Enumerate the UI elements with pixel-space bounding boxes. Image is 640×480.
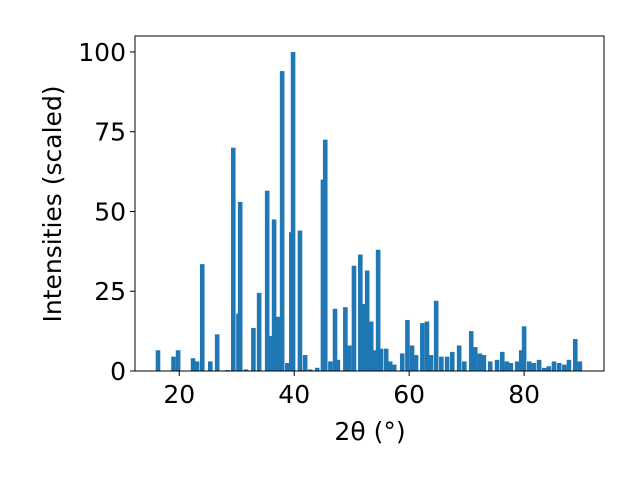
bar (368, 321, 374, 371)
bar (577, 361, 583, 371)
bar (285, 363, 290, 371)
bar (413, 355, 419, 371)
bar (409, 345, 415, 371)
bar (264, 190, 270, 371)
bar (472, 347, 478, 371)
bar (271, 219, 277, 371)
bar (494, 359, 500, 371)
x-tick-label: 40 (278, 380, 310, 409)
bar (251, 327, 256, 371)
bar (302, 355, 308, 371)
bar (308, 369, 313, 371)
bar (546, 366, 552, 371)
x-tick-label: 60 (393, 380, 425, 409)
bar (481, 355, 487, 371)
bar (449, 351, 455, 371)
bar (387, 361, 393, 371)
bar (462, 361, 467, 371)
bar (521, 326, 527, 371)
bar (267, 335, 273, 371)
bar (477, 353, 483, 371)
bar (444, 356, 450, 371)
bar (556, 363, 562, 371)
bar (214, 334, 220, 371)
bar (364, 270, 370, 371)
bar (572, 339, 578, 371)
bar (351, 265, 357, 371)
y-tick-label: 50 (94, 197, 126, 226)
bar (399, 353, 405, 371)
bar (378, 348, 384, 371)
y-tick-label: 25 (94, 277, 126, 306)
x-tick-label: 20 (163, 380, 195, 409)
bar (428, 355, 434, 371)
bar (175, 350, 181, 371)
bar (514, 361, 520, 371)
bar (322, 139, 328, 371)
bar (504, 361, 510, 371)
bar (275, 316, 281, 371)
bar (194, 361, 200, 371)
bar (335, 359, 341, 371)
bar (171, 356, 176, 371)
bar (566, 359, 572, 371)
bar (237, 201, 243, 371)
bar (499, 351, 505, 371)
bar (391, 364, 397, 371)
plot-frame (134, 35, 605, 372)
bar (439, 356, 444, 371)
y-tick-label: 100 (78, 38, 126, 67)
bar (243, 369, 249, 371)
bar (155, 350, 161, 371)
y-tick-label: 0 (110, 357, 126, 386)
bar (508, 363, 514, 371)
bar (230, 147, 236, 371)
bar (526, 361, 532, 371)
x-tick-label: 80 (508, 380, 540, 409)
bar (328, 361, 333, 371)
bar (405, 319, 410, 371)
bar (375, 249, 381, 371)
bar (383, 348, 389, 371)
bar (536, 359, 542, 371)
bar (531, 363, 537, 371)
x-axis-label: 2θ (°) (334, 417, 405, 446)
bar (297, 230, 303, 371)
bar (518, 350, 524, 371)
bar (562, 364, 567, 371)
bar (551, 361, 557, 371)
bar (358, 254, 363, 371)
bar (343, 307, 348, 371)
y-tick-label: 75 (94, 118, 126, 147)
bar (290, 51, 296, 371)
bar (456, 345, 462, 371)
bar (279, 71, 285, 371)
bar (199, 264, 205, 371)
bar (541, 367, 547, 371)
bar (207, 361, 213, 371)
bar (372, 350, 377, 371)
bar (347, 345, 352, 371)
bar (332, 308, 338, 371)
bar (468, 331, 474, 371)
bar (190, 358, 196, 371)
y-axis-label: Intensities (scaled) (38, 85, 67, 322)
bar (314, 367, 320, 371)
bar (360, 304, 366, 371)
bar (420, 323, 425, 371)
bar (256, 292, 262, 371)
bar (424, 321, 430, 371)
bar (433, 300, 439, 371)
bar (487, 361, 493, 371)
